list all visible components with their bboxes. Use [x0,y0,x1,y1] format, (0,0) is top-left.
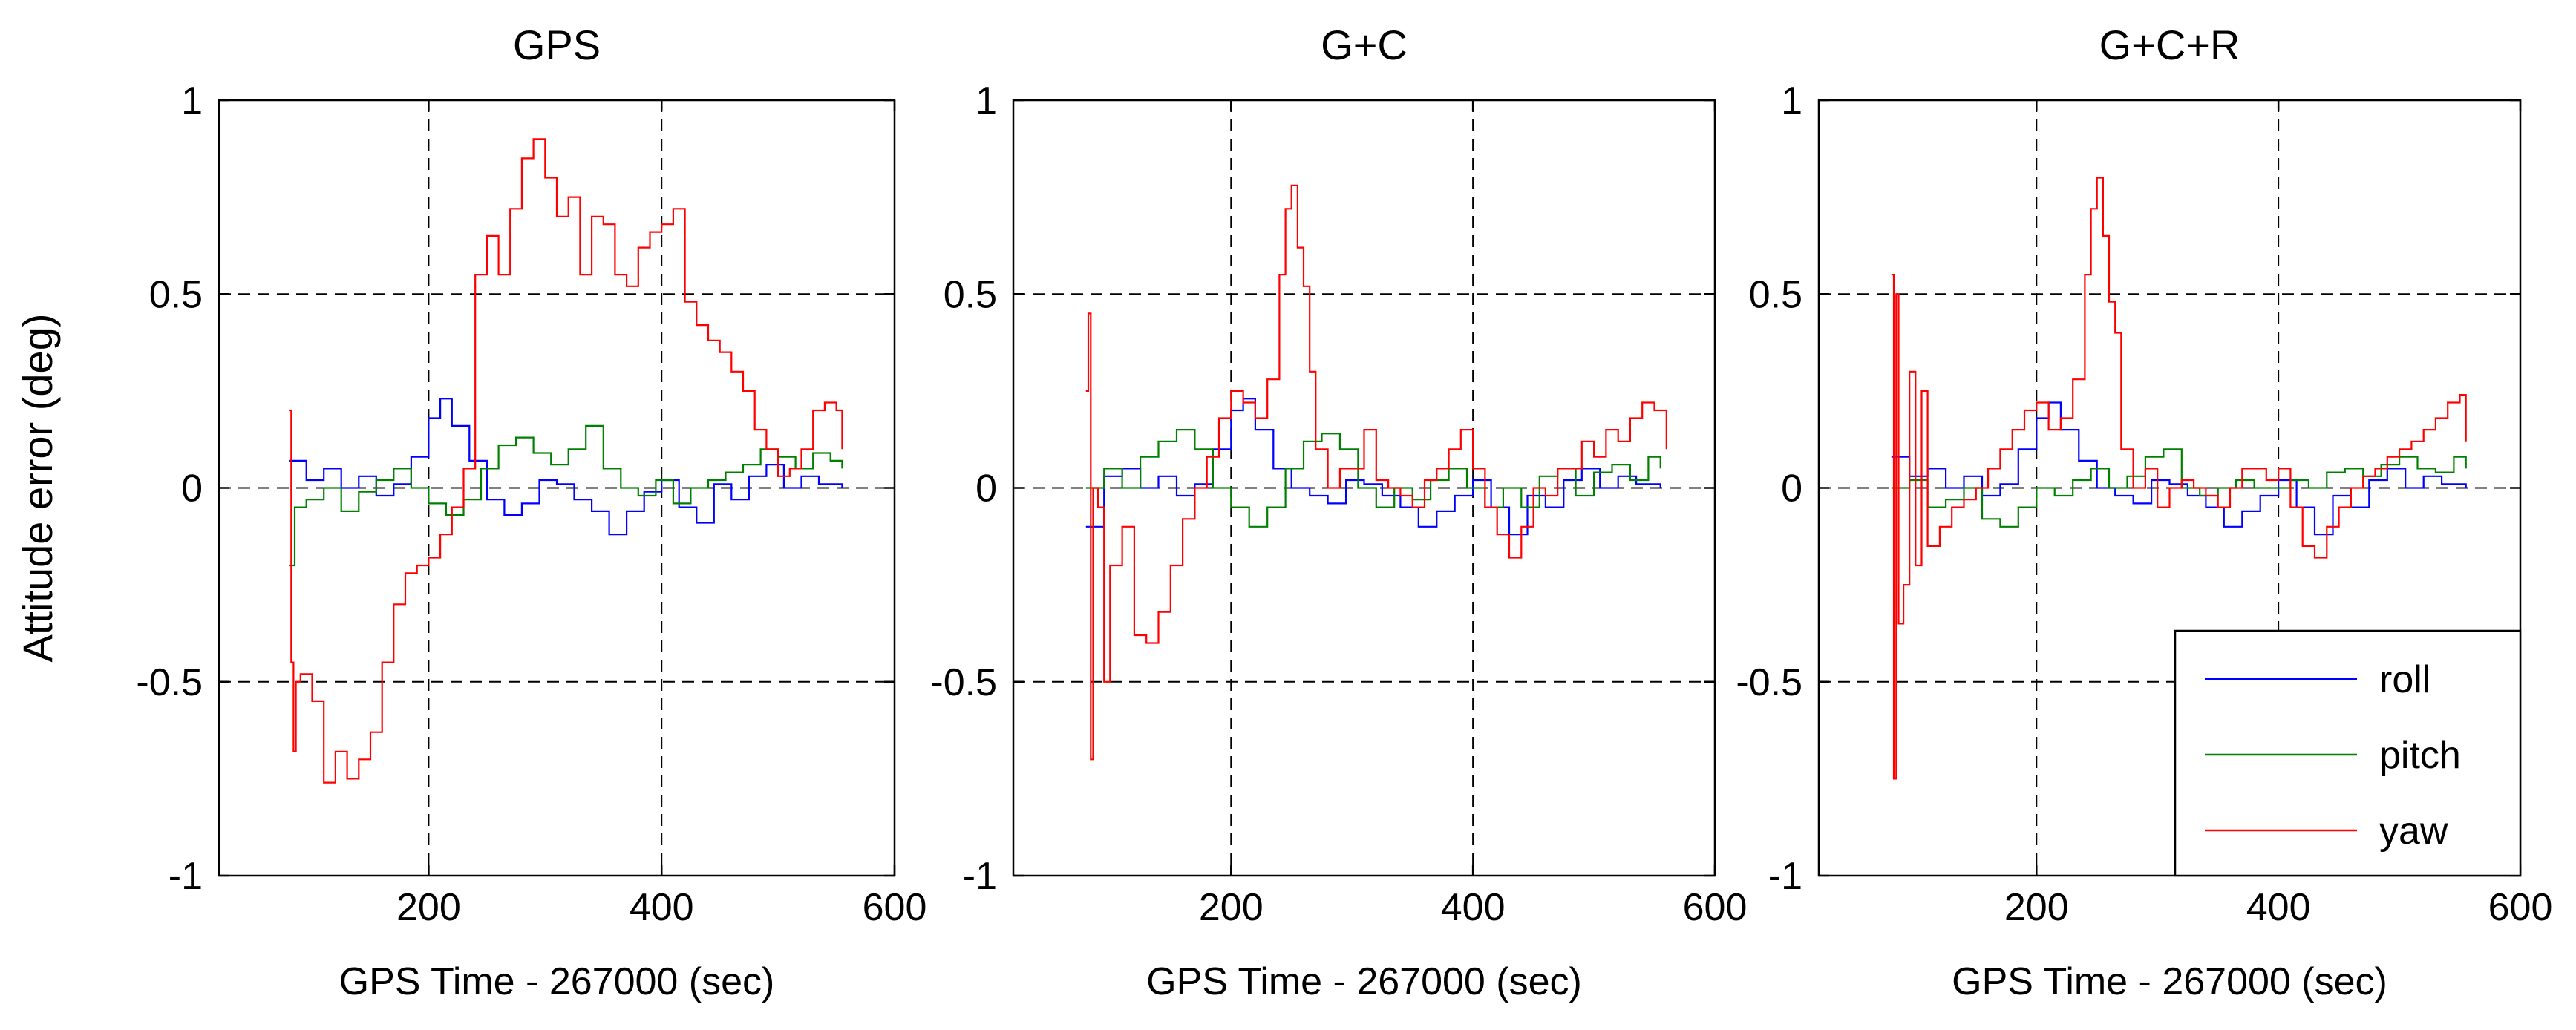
panel-g-plus-c: 200 400 600 -1 -0.5 0 0.5 1 G+C GPS Time - 267000… [930,22,1747,1003]
x-axis-label: GPS Time - 267000 (sec) [1146,960,1582,1003]
y-tick-label: 1 [181,79,203,122]
y-tick-label: 0 [181,468,203,511]
series-line-roll [1085,398,1661,536]
y-tick-label: 1 [1781,79,1802,122]
legend-box [2174,629,2522,877]
y-tick-label: -0.5 [136,661,203,704]
y-tick-label: 0 [975,468,997,511]
x-tick-label: 400 [2246,886,2311,929]
chart-title: G+C [1321,22,1408,68]
y-axis-label: Attitude error (deg) [14,314,61,663]
x-tick-label: 400 [1441,886,1506,929]
series-line-yaw [289,138,843,784]
chart-title: G+C+R [2099,22,2240,68]
x-axis-label: GPS Time - 267000 (sec) [339,960,775,1003]
y-tick-label: -1 [963,855,997,898]
series-line-yaw [1891,177,2467,780]
series-line-pitch [1891,448,2467,528]
y-tick-label: 0.5 [1749,273,1802,316]
series-line-yaw [1085,184,1667,761]
y-tick-label: -1 [1768,855,1802,898]
x-tick-label: 400 [630,886,694,929]
series-line-roll [1891,401,2467,536]
x-tick-label: 600 [1683,886,1748,929]
y-tick-label: 0.5 [149,273,203,316]
series-line-roll [289,398,843,536]
series-line-pitch [289,424,843,567]
x-tick-label: 600 [2488,886,2553,929]
y-tick-label: 1 [975,79,997,122]
panel-g-plus-c-plus-r: 200 400 600 -1 -0.5 0 0.5 1 G+C+R GPS Time - 2670… [1736,22,2552,1003]
series-line-pitch [1085,429,1661,528]
y-tick-label: 0.5 [944,273,997,316]
y-tick-label: -1 [169,855,203,898]
x-tick-label: 600 [863,886,927,929]
legend-label-yaw: yaw [2379,810,2448,853]
x-tick-label: 200 [396,886,461,929]
legend-label-roll: roll [2379,658,2430,701]
x-tick-label: 200 [1199,886,1264,929]
y-tick-label: -0.5 [930,661,997,704]
y-tick-label: -0.5 [1736,661,1802,704]
x-axis-label: GPS Time - 267000 (sec) [1952,960,2387,1003]
x-tick-label: 200 [2004,886,2069,929]
legend-label-pitch: pitch [2379,734,2461,777]
chart-title: GPS [513,22,601,68]
panel-gps: 200 400 600 -1 -0.5 0 0.5 1 GPS GPS Time - 267000… [14,22,926,1003]
y-tick-label: 0 [1781,468,1802,511]
